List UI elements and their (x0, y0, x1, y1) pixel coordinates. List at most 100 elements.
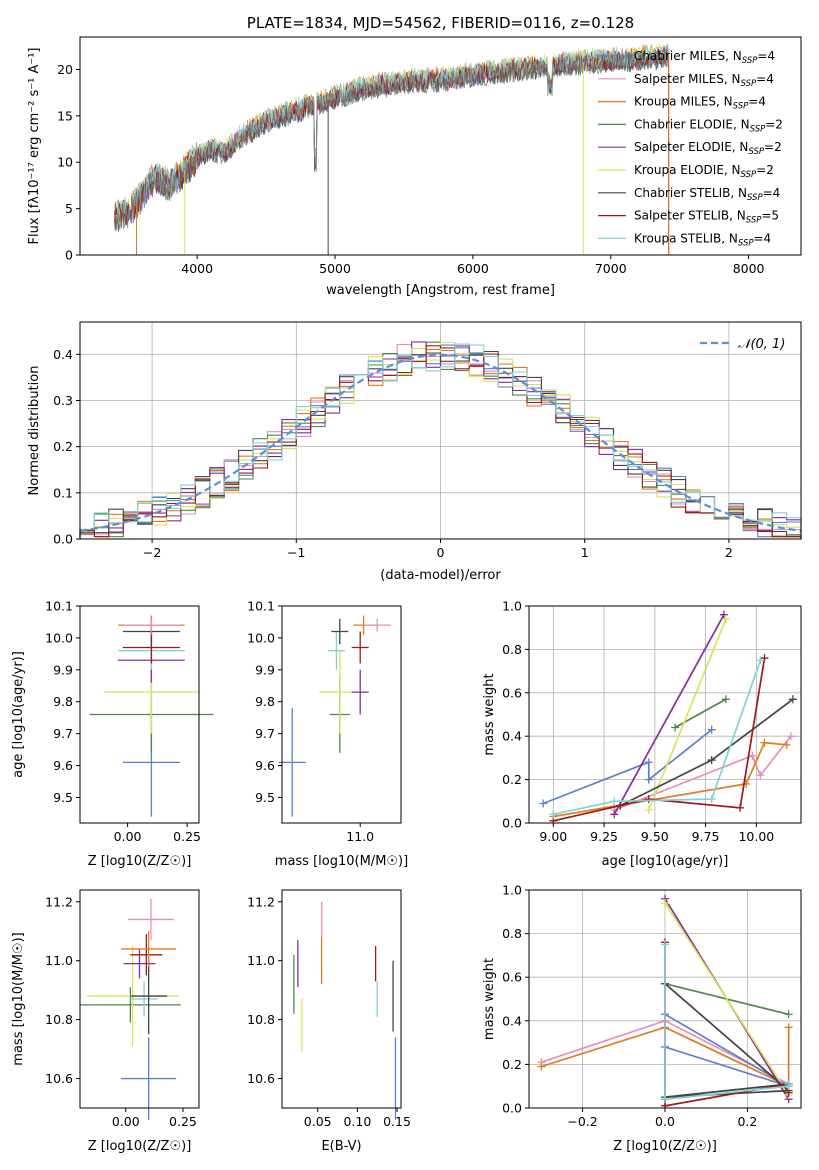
series-marker (782, 740, 791, 749)
spectrum-series-line (114, 43, 670, 225)
x-tick-label: 9.50 (641, 829, 669, 844)
series-marker (707, 756, 716, 765)
y-tick-label: 0.0 (53, 532, 73, 547)
series-marker (760, 738, 769, 747)
series-marker (748, 751, 757, 760)
spectrum-y-label: Flux [fλ10⁻¹⁷ erg cm⁻² s⁻¹ A⁻¹] (27, 48, 42, 245)
age-vs-mass-axes: 11.0 9.5 9.6 9.7 9.8 9.9 10.0 10.1 (247, 599, 402, 844)
y-tick-label: 10.6 (247, 1071, 275, 1086)
legend-entry: Salpeter ELODIE, NSSP=2 (634, 140, 782, 157)
y-tick-label: 9.6 (255, 758, 275, 773)
spectrum-series-line (114, 43, 670, 227)
age-vs-Z-y-label: age [log10(age/yr)] (11, 651, 26, 778)
weight-vs-age-axes: 9.00 9.25 9.50 9.75 10.00 0.0 0.2 0.4 0.6 0.8 1.0 (502, 599, 802, 844)
y-tick-label: 0.2 (502, 772, 522, 787)
x-tick-label: 0.2 (737, 1114, 757, 1129)
y-tick-label: 9.7 (255, 726, 275, 741)
age-vs-mass-point (331, 618, 349, 645)
y-tick-label: 10.1 (247, 599, 275, 614)
age-vs-Z-frame-top (79, 605, 200, 824)
series-marker (707, 795, 716, 804)
y-tick-label: 0.2 (53, 439, 73, 454)
y-tick-label: 0 (65, 248, 73, 263)
weight-vs-Z-x-label: Z [log10(Z/Z☉)] (613, 1139, 717, 1154)
y-tick-label: 1.0 (502, 883, 522, 898)
y-tick-label: 9.8 (53, 694, 73, 709)
series-line (674, 698, 727, 729)
weight-vs-age-x-label: age [log10(age/yr)] (602, 854, 729, 869)
x-tick-label: 10.00 (738, 829, 774, 844)
legend-entry: 𝒩(0, 1) (738, 337, 785, 352)
x-tick-label: 1 (581, 545, 589, 560)
mass-vs-Z-point (121, 1037, 177, 1120)
y-tick-label: 10 (57, 155, 73, 170)
spectrum-x-label: wavelength [Angstrom, rest frame] (326, 283, 555, 298)
y-tick-label: 0.3 (53, 393, 73, 408)
mass-vs-EBV-x-label: E(B-V) (321, 1139, 361, 1154)
mass-vs-Z-axes: 0.00 0.25 10.6 10.8 11.0 11.2 (45, 889, 200, 1129)
x-tick-label: 9.00 (539, 829, 567, 844)
mass-vs-Z-point (130, 981, 158, 1017)
mass-vs-EBV-frame (281, 889, 402, 1109)
weight-vs-Z-y-label: mass weight (482, 958, 497, 1040)
weight-vs-Z-series (661, 899, 793, 1099)
series-marker (736, 803, 745, 812)
mass-vs-Z-frame-top (79, 889, 200, 1109)
series-marker (644, 758, 653, 767)
series-marker (671, 723, 680, 732)
residuals-y-label: Normed distribution (27, 366, 42, 496)
y-tick-label: 9.9 (255, 662, 275, 677)
y-tick-label: 0.6 (502, 685, 522, 700)
weight-vs-age-series (549, 656, 765, 819)
y-tick-label: 11.0 (45, 953, 73, 968)
series-marker (784, 1010, 793, 1019)
x-tick-label: 0.00 (112, 1114, 140, 1129)
weight-vs-age-series (671, 695, 730, 732)
legend-entry: Chabrier MILES, NSSP=4 (634, 49, 775, 66)
y-tick-label: 10.0 (45, 630, 73, 645)
y-tick-label: 10.8 (247, 1012, 275, 1027)
x-tick-label: 4000 (181, 261, 213, 276)
mass-vs-Z-y-label: mass [log10(M/M☉)] (11, 932, 26, 1065)
series-marker (756, 656, 765, 665)
legend-entry: Kroupa MILES, NSSP=4 (634, 95, 766, 112)
mass-vs-EBV-axes: 0.05 0.10 0.15 10.6 10.8 11.0 11.2 (247, 889, 411, 1129)
series-marker (721, 615, 730, 624)
y-tick-label: 15 (57, 108, 73, 123)
age-vs-Z-point (122, 618, 180, 632)
mass-vs-Z-point (130, 957, 167, 1035)
series-marker (610, 810, 619, 819)
x-tick-label: 9.25 (590, 829, 618, 844)
mass-vs-Z-point (123, 948, 156, 979)
weight-vs-age-series (549, 654, 769, 825)
age-vs-Z-axes: 0.00 0.25 9.5 9.6 9.7 9.8 9.9 10.0 10.1 (45, 599, 201, 845)
series-line (553, 657, 766, 822)
residuals-frame-top (79, 321, 802, 540)
mass-vs-Z-point (80, 987, 181, 1023)
series-line (613, 735, 792, 811)
y-tick-label: 11.2 (247, 894, 275, 909)
x-tick-label: −0.2 (567, 1114, 597, 1129)
age-vs-Z-x-label: Z [log10(Z/Z☉)] (88, 854, 192, 869)
y-tick-label: 0.4 (502, 729, 522, 744)
series-line (664, 983, 791, 1098)
age-vs-mass-point (351, 631, 369, 664)
y-tick-label: 0.0 (502, 1101, 522, 1116)
weight-vs-age-series (610, 610, 728, 819)
series-line (619, 698, 794, 807)
y-tick-label: 9.8 (255, 694, 275, 709)
weight-vs-age-series (644, 615, 730, 814)
mass-vs-EBV-frame-top (281, 889, 402, 1109)
series-marker (721, 695, 730, 704)
x-tick-label: 0.05 (304, 1114, 332, 1129)
x-tick-label: 0 (437, 545, 445, 560)
spectrum-series-line (114, 44, 670, 227)
weight-vs-age-y-label: mass weight (482, 673, 497, 755)
series-line (541, 1026, 790, 1088)
y-tick-label: 0.4 (502, 1013, 522, 1028)
series-marker (756, 771, 765, 780)
y-tick-label: 10.8 (45, 1012, 73, 1027)
residuals-axes: −2 −1 0 1 2 0.0 0.1 0.2 0.3 0.4 (53, 321, 802, 560)
x-tick-label: 0.25 (173, 829, 201, 844)
weight-vs-age-frame-top (528, 605, 802, 824)
